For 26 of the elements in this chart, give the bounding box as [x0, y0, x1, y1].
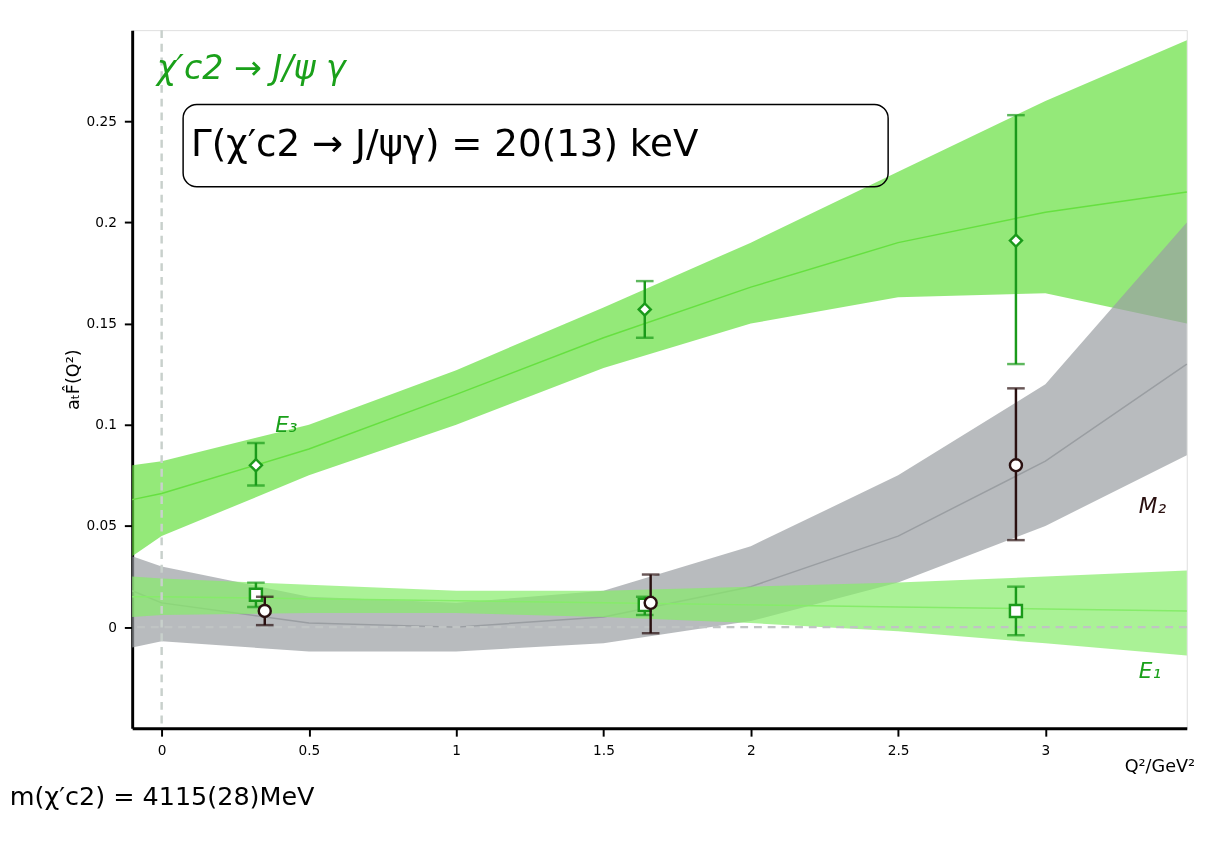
x-tick-label: 2.5: [887, 742, 910, 759]
y-tick-label: 0: [108, 618, 118, 635]
x-tick-label: 3: [1041, 742, 1051, 759]
y-axis-title: aₜF̂(Q²): [62, 349, 83, 411]
y-tick-label: 0.05: [86, 517, 118, 534]
x-tick-label: 0.5: [298, 742, 321, 759]
x-tick-label: 2: [746, 742, 756, 759]
y-tick-label: 0.25: [86, 112, 118, 129]
annotation: Γ(χ′c2 → J/ψγ) = 20(13) keV: [190, 121, 699, 166]
annotation: M₂: [1138, 492, 1167, 518]
annotation: E₃: [275, 411, 298, 437]
point: [257, 603, 272, 619]
point: [248, 587, 264, 602]
text: m(χ′c2) = 4115(28)MeV: [9, 780, 316, 811]
point: [1008, 603, 1024, 619]
x-tick-label: 0: [157, 742, 167, 759]
annotation: E₁: [1138, 658, 1162, 684]
x-axis-title: Q²/GeV²: [1124, 755, 1196, 776]
y-tick-label: 0.15: [86, 314, 118, 331]
y-tick-label: 0.1: [95, 416, 118, 433]
x-tick-label: 1.5: [593, 742, 615, 759]
point: [643, 595, 658, 611]
point: [1008, 458, 1024, 473]
x-tick-label: 1: [452, 742, 462, 759]
y-tick-label: 0.2: [95, 213, 118, 230]
annotation: χ′c2 → J/ψ γ: [154, 48, 348, 88]
